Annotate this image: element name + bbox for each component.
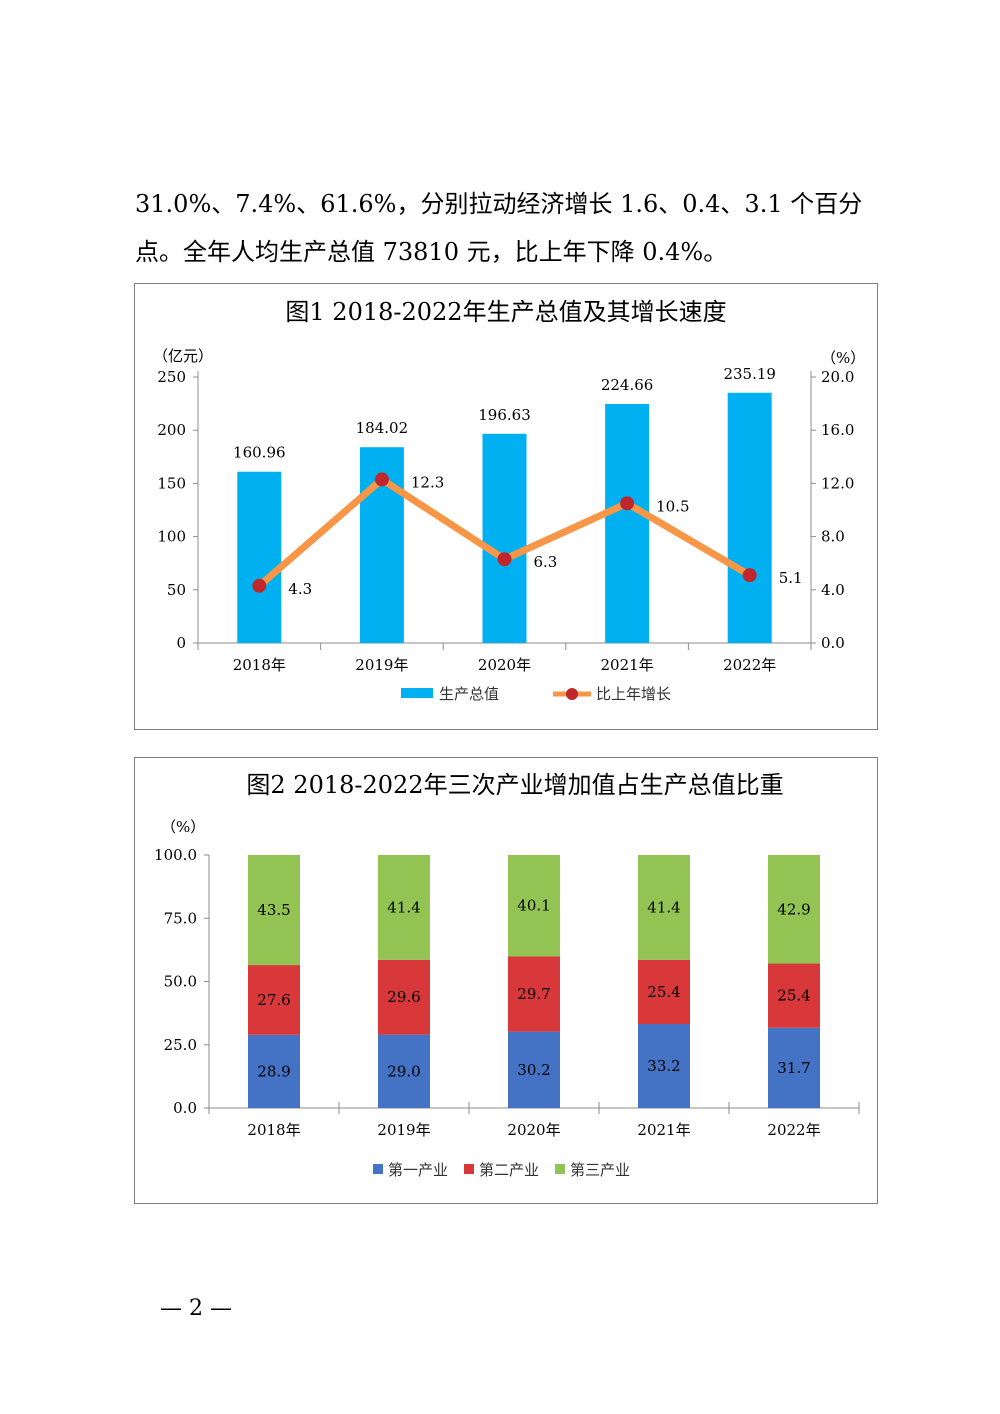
- segment-label: 29.0: [387, 1062, 420, 1080]
- growth-point: [620, 496, 635, 511]
- y-tick-label: 75.0: [164, 909, 197, 927]
- stacked-bar-segment: [768, 855, 820, 964]
- x-tick-label: 2018年: [233, 656, 286, 674]
- right-axis-unit: （%）: [821, 349, 865, 367]
- left-y-tick-label: 250: [157, 368, 186, 386]
- growth-point-label: 6.3: [534, 553, 558, 571]
- y-tick-label: 50.0: [164, 973, 197, 991]
- gdp-bar-label: 160.96: [233, 444, 285, 462]
- right-y-tick-label: 20.0: [821, 368, 854, 386]
- growth-point: [252, 578, 267, 593]
- stacked-bar-segment: [248, 1034, 300, 1108]
- stacked-bar-segment: [248, 855, 300, 966]
- stacked-bar-segment: [378, 855, 430, 960]
- segment-label: 28.9: [257, 1062, 290, 1080]
- growth-point-label: 10.5: [656, 497, 689, 515]
- left-axis-unit: （亿元）: [153, 347, 213, 365]
- paragraph-line-2: 点。全年人均生产总值 73810 元，比上年下降 0.4%。: [135, 238, 728, 266]
- x-tick-label: 2019年: [377, 1121, 430, 1139]
- legend-label: 第一产业: [388, 1161, 448, 1179]
- stacked-bar-segment: [248, 965, 300, 1035]
- figure-1-gdp-growth: 图1 2018-2022年生产总值及其增长速度 （亿元） （%） 0 50 100 1…: [134, 283, 878, 730]
- segment-label: 33.2: [647, 1057, 680, 1075]
- left-y-tick-label: 200: [157, 421, 186, 439]
- left-y-tick-label: 0: [176, 634, 186, 652]
- stacked-bar-segment: [638, 959, 690, 1025]
- right-y-tick-label: 12.0: [821, 474, 854, 492]
- segment-label: 41.4: [647, 898, 680, 916]
- right-y-tick-label: 0.0: [821, 634, 845, 652]
- segment-label: 30.2: [517, 1061, 550, 1079]
- growth-point-label: 4.3: [288, 580, 312, 598]
- segment-label: 29.7: [517, 985, 550, 1003]
- stacked-bar-segment: [508, 855, 560, 957]
- gdp-bar-label: 235.19: [723, 365, 776, 383]
- x-tick-label: 2019年: [355, 656, 408, 674]
- right-y-tick-label: 4.0: [821, 581, 845, 599]
- left-y-tick-label: 50: [167, 581, 186, 599]
- x-tick-label: 2021年: [601, 656, 654, 674]
- x-tick-label: 2020年: [507, 1121, 560, 1139]
- stacked-bar-segment: [638, 1024, 690, 1108]
- left-y-tick-label: 150: [157, 474, 186, 492]
- gdp-bar-label: 184.02: [356, 419, 409, 437]
- legend-gdp-swatch: [401, 688, 433, 698]
- x-tick-label: 2018年: [247, 1121, 300, 1139]
- stacked-bar-segment: [508, 956, 560, 1032]
- right-y-tick-label: 8.0: [821, 528, 845, 546]
- chart-title: 图1 2018-2022年生产总值及其增长速度: [285, 298, 726, 326]
- legend-gdp-label: 生产总值: [439, 685, 499, 703]
- left-y-tick-label: 100: [157, 528, 186, 546]
- legend-growth-marker: [566, 688, 578, 700]
- y-tick-label: 100.0: [154, 846, 197, 864]
- legend-swatch: [555, 1164, 565, 1174]
- stacked-bar-segment: [378, 959, 430, 1035]
- stacked-bar-segment: [378, 1034, 430, 1108]
- legend-label: 第三产业: [570, 1161, 630, 1179]
- segment-label: 31.7: [777, 1059, 810, 1077]
- growth-point-label: 12.3: [411, 473, 444, 491]
- figure-1-svg: 图1 2018-2022年生产总值及其增长速度 （亿元） （%） 0 50 100 1…: [153, 298, 865, 703]
- gdp-bar: [727, 392, 772, 643]
- gdp-bar: [605, 403, 650, 643]
- gdp-bar-label: 224.66: [601, 376, 654, 394]
- segment-label: 40.1: [517, 897, 550, 915]
- paragraph-line-1: 31.0%、7.4%、61.6%，分别拉动经济增长 1.6、0.4、3.1 个百…: [135, 190, 863, 218]
- stacked-bar-segment: [768, 963, 820, 1028]
- legend-label: 第二产业: [479, 1161, 539, 1179]
- chart-title: 图2 2018-2022年三次产业增加值占生产总值比重: [246, 771, 783, 799]
- axis-unit: （%）: [161, 818, 205, 836]
- segment-label: 41.4: [387, 898, 420, 916]
- page-number: — 2 —: [160, 1296, 232, 1321]
- figure-2-svg: 图2 2018-2022年三次产业增加值占生产总值比重 （%） 0.0 25.0 5…: [154, 771, 860, 1179]
- legend-growth-label: 比上年增长: [596, 685, 671, 703]
- x-tick-label: 2022年: [767, 1121, 820, 1139]
- gdp-bar-label: 196.63: [478, 406, 531, 424]
- segment-label: 25.4: [777, 987, 810, 1005]
- stacked-bar-segment: [768, 1027, 820, 1108]
- figure-2-industry-share: 图2 2018-2022年三次产业增加值占生产总值比重 （%） 0.0 25.0 5…: [134, 757, 878, 1204]
- gdp-bar: [482, 433, 527, 643]
- body-paragraph: 31.0%、7.4%、61.6%，分别拉动经济增长 1.6、0.4、3.1 个百…: [135, 180, 880, 276]
- x-tick-label: 2020年: [478, 656, 531, 674]
- growth-point: [742, 568, 757, 583]
- growth-point: [374, 472, 389, 487]
- segment-label: 27.6: [257, 991, 290, 1009]
- right-y-tick-label: 16.0: [821, 421, 854, 439]
- gdp-bar: [237, 471, 282, 643]
- segment-label: 43.5: [257, 901, 290, 919]
- growth-point-label: 5.1: [779, 569, 803, 587]
- segment-label: 29.6: [387, 988, 420, 1006]
- segment-label: 42.9: [777, 900, 810, 918]
- legend-swatch: [373, 1164, 383, 1174]
- y-tick-label: 25.0: [164, 1036, 197, 1054]
- x-tick-label: 2022年: [723, 656, 776, 674]
- stacked-bar-segment: [638, 855, 690, 960]
- legend-swatch: [464, 1164, 474, 1174]
- x-tick-label: 2021年: [637, 1121, 690, 1139]
- segment-label: 25.4: [647, 983, 680, 1001]
- stacked-bar-segment: [508, 1031, 560, 1108]
- y-tick-label: 0.0: [173, 1099, 197, 1117]
- growth-point: [497, 552, 512, 567]
